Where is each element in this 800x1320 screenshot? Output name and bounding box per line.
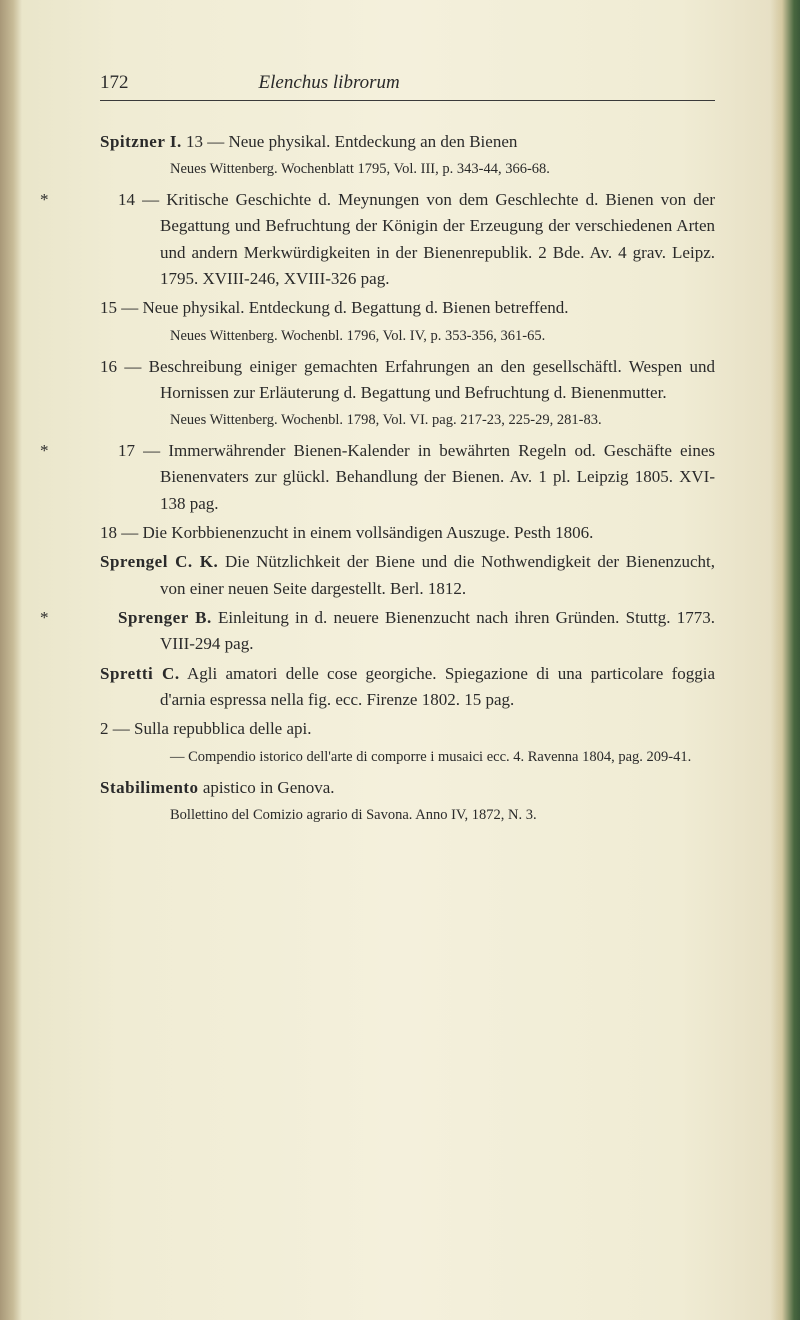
bibliography-entry: Sprengel C. K. Die Nützlichkeit der Bien… bbox=[100, 549, 715, 602]
entry-note: — Compendio istorico dell'arte di compor… bbox=[100, 747, 715, 769]
entry-text: 18 — Die Korbbienenzucht in einem vollsä… bbox=[100, 523, 593, 542]
running-title: Elenchus librorum bbox=[259, 72, 400, 94]
entry-note: Neues Wittenberg. Wochenbl. 1798, Vol. V… bbox=[100, 410, 715, 432]
author-name: Spretti C. bbox=[100, 664, 180, 683]
page-left-edge bbox=[0, 0, 22, 1320]
entry-text: Agli amatori delle cose georgiche. Spieg… bbox=[160, 664, 715, 709]
entry-note: Neues Wittenberg. Wochenblatt 1795, Vol.… bbox=[100, 159, 715, 181]
bibliography-sub-entry: 2 — Sulla repubblica delle api. bbox=[100, 716, 715, 742]
author-name: Sprengel C. K. bbox=[100, 552, 218, 571]
page-content: 172 Elenchus librorum Spitzner I. 13 — N… bbox=[0, 0, 800, 893]
bibliography-sub-entry: 16 — Beschreibung einiger gemachten Erfa… bbox=[100, 354, 715, 407]
bibliography-sub-entry: *14 — Kritische Geschichte d. Meynungen … bbox=[100, 187, 715, 292]
bibliography-sub-entry: 15 — Neue physikal. Entdeckung d. Begatt… bbox=[100, 295, 715, 321]
asterisk-marker: * bbox=[100, 438, 118, 464]
entry-text: 2 — Sulla repubblica delle api. bbox=[100, 719, 312, 738]
entry-text: Die Nützlichkeit der Biene und die Nothw… bbox=[160, 552, 715, 597]
asterisk-marker: * bbox=[100, 187, 118, 213]
entry-text: 14 — Kritische Geschichte d. Meynungen v… bbox=[118, 190, 715, 288]
bibliography-entry: *Sprenger B. Einleitung in d. neuere Bie… bbox=[100, 605, 715, 658]
page-right-edge bbox=[770, 0, 800, 1320]
page-header: 172 Elenchus librorum bbox=[100, 72, 715, 101]
entry-text: 16 — Beschreibung einiger gemachten Erfa… bbox=[100, 357, 715, 402]
entry-note: Bollettino del Comizio agrario di Savona… bbox=[100, 805, 715, 827]
entry-note: Neues Wittenberg. Wochenbl. 1796, Vol. I… bbox=[100, 326, 715, 348]
author-name: Stabilimento bbox=[100, 778, 199, 797]
author-name: Sprenger B. bbox=[118, 608, 212, 627]
entry-text: 17 — Immerwährender Bienen-Kalender in b… bbox=[118, 441, 715, 513]
bibliography-entry: Stabilimento apistico in Genova. bbox=[100, 775, 715, 801]
entry-text: apistico in Genova. bbox=[199, 778, 335, 797]
author-name: Spitzner I. bbox=[100, 132, 182, 151]
bibliography-entry: Spitzner I. 13 — Neue physikal. Entdecku… bbox=[100, 129, 715, 155]
page-number: 172 bbox=[100, 72, 129, 94]
entry-text: Einleitung in d. neuere Bienenzucht nach… bbox=[160, 608, 715, 653]
asterisk-marker: * bbox=[100, 605, 118, 631]
bibliography-entry: Spretti C. Agli amatori delle cose georg… bbox=[100, 661, 715, 714]
entry-text: 15 — Neue physikal. Entdeckung d. Begatt… bbox=[100, 298, 569, 317]
bibliography-sub-entry: 18 — Die Korbbienenzucht in einem vollsä… bbox=[100, 520, 715, 546]
bibliography-sub-entry: *17 — Immerwährender Bienen-Kalender in … bbox=[100, 438, 715, 517]
entry-text: 13 — Neue physikal. Entdeckung an den Bi… bbox=[182, 132, 518, 151]
